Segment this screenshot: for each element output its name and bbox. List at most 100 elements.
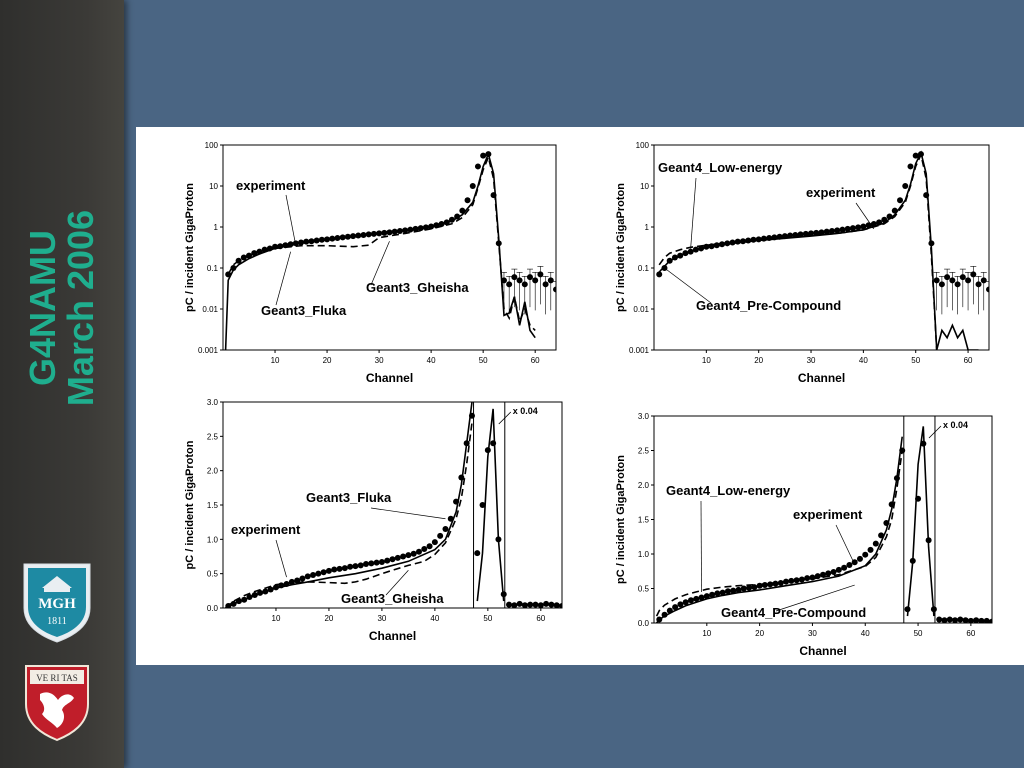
x-tick-label: 10 xyxy=(702,356,711,365)
data-point-experiment xyxy=(437,532,444,539)
data-point-experiment xyxy=(719,589,726,596)
y-tick-label: 1 xyxy=(645,223,650,232)
data-point-experiment xyxy=(347,563,354,570)
data-point-experiment xyxy=(677,601,684,608)
data-point-experiment xyxy=(834,227,841,234)
y-tick-label: 1.5 xyxy=(207,501,219,510)
data-point-experiment xyxy=(341,565,348,572)
x-tick-label: 50 xyxy=(914,629,923,638)
inset-note: x 0.04 xyxy=(943,420,968,430)
data-point-experiment xyxy=(849,225,856,232)
data-point-experiment xyxy=(965,277,972,284)
annotation-leader xyxy=(370,241,390,286)
data-point-experiment xyxy=(543,600,550,607)
x-tick-label: 10 xyxy=(271,356,280,365)
y-tick-label: 0.0 xyxy=(207,604,219,613)
data-point-experiment xyxy=(755,236,762,243)
annotation-leader xyxy=(275,251,291,306)
data-point-experiment xyxy=(352,563,359,570)
annotation-leader xyxy=(835,524,856,565)
sidebar-title-line1: G4NAMU xyxy=(22,230,63,387)
data-point-experiment xyxy=(553,286,556,293)
inset-box xyxy=(473,401,506,609)
data-point-experiment xyxy=(936,616,943,623)
data-point-experiment xyxy=(902,183,909,189)
annotation-leader xyxy=(855,202,875,230)
charts-canvas: 10 20 30 40 50 600.0010.010.1110100ChannelpC … xyxy=(184,141,993,658)
data-point-experiment xyxy=(537,602,544,608)
data-point-experiment xyxy=(835,566,842,573)
y-tick-label: 0.5 xyxy=(638,585,650,594)
data-point-experiment xyxy=(933,277,940,284)
data-point-experiment xyxy=(959,274,966,281)
data-point-experiment xyxy=(954,281,961,288)
data-point-experiment xyxy=(730,587,737,594)
x-tick-label: 20 xyxy=(324,614,333,623)
data-point-experiment xyxy=(442,526,449,533)
data-point-experiment xyxy=(516,277,523,284)
data-point-experiment xyxy=(938,281,945,288)
annotation-leader xyxy=(370,507,446,520)
series-line-peak xyxy=(476,408,505,602)
y-tick-label: 2.5 xyxy=(207,432,219,441)
data-point-experiment xyxy=(856,555,863,562)
y-tick-label: 1.0 xyxy=(638,550,650,559)
data-point-experiment xyxy=(553,602,560,608)
data-point-experiment xyxy=(907,163,914,170)
mgh-logo: MGH 1811 xyxy=(23,563,91,643)
annotation-label: experiment xyxy=(806,185,876,200)
data-point-experiment xyxy=(521,281,528,288)
y-tick-label: 3.0 xyxy=(207,398,219,407)
data-point-experiment xyxy=(357,562,364,569)
y-tick-label: 0.1 xyxy=(207,264,219,273)
series-line-Geant4_Pre-Compound xyxy=(655,436,903,623)
data-point-experiment xyxy=(532,277,539,284)
y-tick-label: 100 xyxy=(205,141,219,150)
data-point-experiment xyxy=(415,548,422,555)
plot-area xyxy=(225,402,562,608)
data-point-experiment xyxy=(846,562,853,569)
annotation-leader xyxy=(690,177,697,249)
y-tick-label: 0.01 xyxy=(633,305,649,314)
data-point-experiment xyxy=(740,585,747,592)
annotation-label: experiment xyxy=(231,522,301,537)
lion-icon xyxy=(40,692,74,728)
y-tick-label: 2.5 xyxy=(638,447,650,456)
data-point-experiment xyxy=(823,228,830,235)
data-point-experiment xyxy=(469,183,476,189)
data-point-experiment xyxy=(506,601,513,608)
data-point-experiment xyxy=(304,573,311,580)
data-point-experiment xyxy=(957,616,964,623)
data-point-experiment xyxy=(394,554,401,561)
sidebar: G4NAMU March 2006 MGH 1811 VE RI TAS xyxy=(0,0,124,768)
inset-arrow xyxy=(498,411,512,425)
x-tick-label: 30 xyxy=(375,356,384,365)
data-point-experiment xyxy=(672,604,679,611)
data-point-experiment xyxy=(405,552,412,559)
data-point-experiment xyxy=(949,277,956,284)
series-line-Geant4_Pre-Compound xyxy=(658,150,979,350)
data-point-experiment xyxy=(946,616,953,623)
chart-1: 10 20 30 40 50 60 0.001 0.01 0.1 1 10 100 Channel pC … xyxy=(184,141,557,385)
plot-frame xyxy=(222,401,563,609)
data-point-experiment xyxy=(862,551,869,558)
data-point-experiment xyxy=(537,271,544,278)
data-point-experiment xyxy=(709,591,716,598)
x-tick-label: 20 xyxy=(323,356,332,365)
x-tick-label: 50 xyxy=(483,614,492,623)
data-point-experiment xyxy=(548,601,555,608)
series-line-peak xyxy=(906,426,935,617)
data-point-experiment xyxy=(952,617,959,623)
data-point-experiment xyxy=(336,565,343,572)
data-point-experiment xyxy=(479,502,486,508)
y-tick-label: 2.0 xyxy=(207,467,219,476)
x-tick-label: 10 xyxy=(702,629,711,638)
inset-note: x 0.04 xyxy=(513,406,538,416)
sidebar-title-line2: March 2006 xyxy=(60,209,101,407)
x-tick-label: 30 xyxy=(377,614,386,623)
x-tick-label: 30 xyxy=(807,356,816,365)
figure-panel: 10 20 30 40 50 60 0.001 0.01 0.1 1 10 100 Channel pC … xyxy=(136,127,1024,665)
data-point-experiment xyxy=(777,579,784,586)
x-tick-label: 60 xyxy=(964,356,973,365)
harvard-logo-text: VE RI TAS xyxy=(36,673,78,683)
